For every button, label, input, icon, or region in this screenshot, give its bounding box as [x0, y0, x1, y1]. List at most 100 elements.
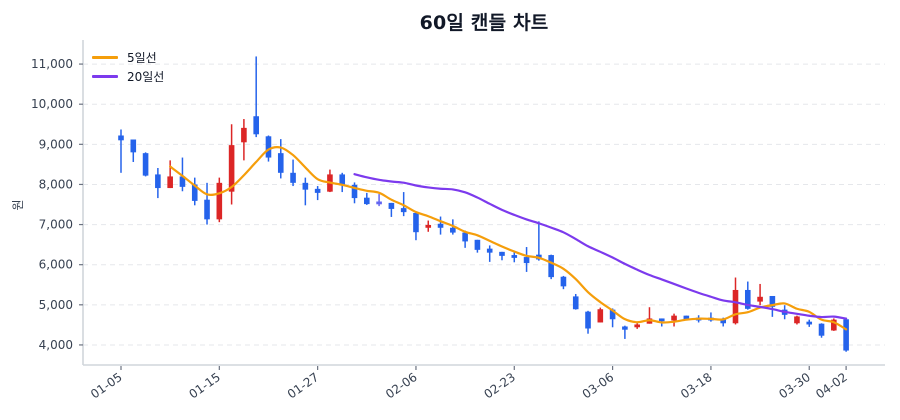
x-tick-label: 01-15: [186, 370, 223, 401]
candle[interactable]: [757, 283, 763, 306]
candle-body: [843, 319, 849, 351]
y-tick-label: 7,000: [39, 218, 73, 232]
candle[interactable]: [769, 295, 776, 317]
y-tick-label: 10,000: [31, 97, 73, 111]
candle-body: [179, 176, 186, 187]
candle[interactable]: [732, 277, 739, 325]
candle[interactable]: [228, 124, 235, 205]
legend-item-ma5[interactable]: 5일선: [92, 48, 164, 67]
candle[interactable]: [794, 315, 800, 325]
candle[interactable]: [708, 312, 714, 322]
moving-average-lines: [169, 146, 848, 331]
candle[interactable]: [585, 310, 591, 334]
candle-body: [450, 227, 456, 233]
candle-body: [486, 248, 493, 253]
candle[interactable]: [204, 182, 210, 225]
candles: [118, 56, 849, 352]
candle[interactable]: [548, 254, 554, 280]
candle-body: [511, 255, 518, 258]
candle-body: [597, 309, 604, 323]
legend-label-ma20: 20일선: [127, 70, 165, 84]
candle[interactable]: [179, 157, 186, 192]
candle-body: [499, 251, 505, 256]
candle[interactable]: [831, 318, 837, 331]
candle[interactable]: [523, 247, 530, 272]
candle[interactable]: [327, 169, 333, 193]
candle[interactable]: [253, 56, 259, 138]
y-axis-title: 원: [11, 199, 25, 210]
candle[interactable]: [437, 216, 444, 235]
candle[interactable]: [634, 323, 640, 329]
candle[interactable]: [339, 172, 346, 193]
candle-body: [413, 212, 419, 233]
candle-body: [744, 289, 751, 309]
candle-body: [265, 136, 272, 158]
candle-body: [622, 326, 628, 330]
legend-label-ma5: 5일선: [127, 51, 157, 65]
candle[interactable]: [843, 317, 849, 352]
candle-body: [585, 311, 591, 329]
candle[interactable]: [241, 119, 247, 161]
candle[interactable]: [142, 152, 149, 177]
candle-body: [818, 323, 825, 336]
candle[interactable]: [376, 194, 382, 207]
candle[interactable]: [191, 177, 198, 206]
y-tick-label: 6,000: [39, 258, 73, 272]
candle[interactable]: [425, 220, 432, 232]
candle[interactable]: [118, 129, 124, 173]
candle-body: [339, 174, 346, 185]
y-tick-label: 4,000: [39, 338, 73, 352]
x-tick-label: 01-05: [88, 370, 125, 401]
candle[interactable]: [572, 293, 579, 310]
ma20-line-swatch-icon: [92, 75, 118, 78]
candle[interactable]: [462, 230, 468, 248]
x-tick-label: 02-06: [383, 370, 420, 401]
x-tick-label: 03-30: [776, 370, 813, 401]
candle-body: [302, 182, 309, 190]
candle[interactable]: [290, 159, 296, 187]
candle-body: [191, 184, 198, 201]
candle[interactable]: [597, 307, 604, 323]
candle[interactable]: [474, 239, 481, 253]
candle-body: [290, 172, 296, 183]
candle-body: [400, 208, 407, 213]
candle-body: [806, 321, 813, 325]
candle-body: [572, 296, 579, 310]
candle[interactable]: [388, 202, 395, 217]
candle[interactable]: [622, 325, 628, 339]
candle[interactable]: [364, 192, 370, 205]
candle[interactable]: [818, 323, 825, 338]
candle[interactable]: [302, 177, 309, 206]
candle-body: [548, 255, 554, 278]
legend-item-ma20[interactable]: 20일선: [92, 67, 164, 86]
candle[interactable]: [560, 275, 567, 290]
candle[interactable]: [486, 245, 493, 262]
candle-body: [376, 201, 382, 205]
ma5-line-swatch-icon: [92, 56, 118, 59]
candle-body: [204, 199, 210, 220]
candle-body: [757, 296, 763, 302]
candle-body: [253, 116, 259, 135]
candle[interactable]: [671, 313, 677, 327]
candle[interactable]: [806, 319, 813, 327]
candle[interactable]: [499, 251, 505, 261]
candle[interactable]: [167, 160, 173, 189]
candle[interactable]: [155, 167, 161, 199]
candle[interactable]: [277, 139, 284, 179]
candle-body: [351, 184, 358, 199]
candle[interactable]: [130, 139, 137, 162]
candle-body: [314, 188, 321, 193]
candle-body: [831, 319, 837, 331]
ma20-line: [353, 173, 848, 320]
candle-body: [462, 232, 468, 242]
candle[interactable]: [351, 182, 358, 204]
candle-body: [241, 127, 247, 143]
candle[interactable]: [314, 186, 321, 201]
candle[interactable]: [216, 177, 223, 223]
candle-body: [732, 289, 739, 324]
candle[interactable]: [536, 221, 542, 261]
candle[interactable]: [413, 212, 419, 241]
candle-body: [142, 153, 149, 176]
gridlines: [83, 63, 885, 346]
